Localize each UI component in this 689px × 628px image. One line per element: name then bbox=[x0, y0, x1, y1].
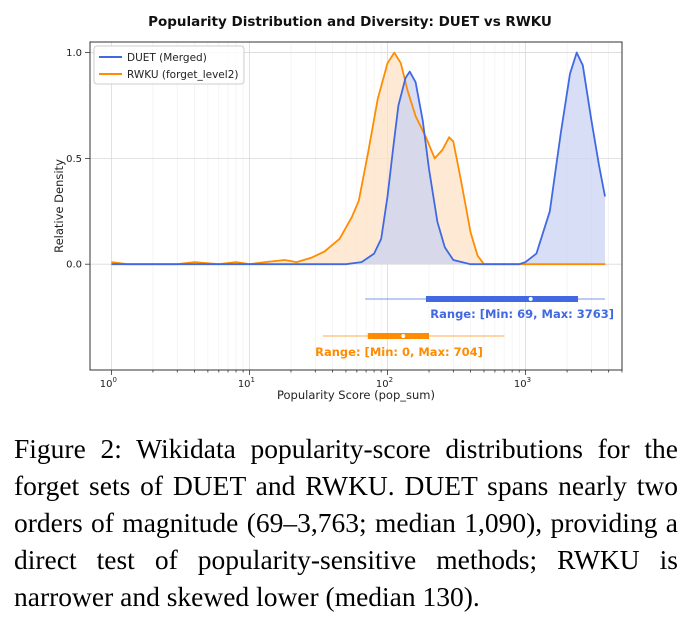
box-iqr-rwku bbox=[367, 333, 430, 339]
x-tick-label: 101 bbox=[238, 376, 255, 390]
x-tick-exponent: 1 bbox=[251, 376, 255, 384]
density-fill-rwku bbox=[111, 52, 606, 265]
range-label-duet: Range: [Min: 69, Max: 3763] bbox=[430, 307, 614, 321]
y-tick-label: 0.0 bbox=[66, 260, 82, 271]
x-tick-exponent: 3 bbox=[527, 376, 531, 384]
density-fill-duet bbox=[111, 52, 606, 265]
range-label-rwku: Range: [Min: 0, Max: 704] bbox=[315, 345, 483, 359]
popularity-chart: Popularity Distribution and Diversity: D… bbox=[52, 14, 623, 402]
density-areas bbox=[111, 51, 606, 266]
legend-label-rwku: RWKU (forget_level2) bbox=[127, 69, 238, 81]
box-median-duet bbox=[527, 296, 534, 302]
x-tick-label: 103 bbox=[514, 376, 531, 390]
y-tick-label: 0.5 bbox=[66, 154, 82, 165]
legend-label-duet: DUET (Merged) bbox=[127, 52, 207, 64]
range-boxplots bbox=[322, 296, 605, 339]
plot-frame bbox=[89, 41, 623, 371]
x-axis-label: Popularity Score (pop_sum) bbox=[277, 388, 435, 402]
legend: DUET (Merged) RWKU (forget_level2) bbox=[93, 45, 245, 85]
x-tick-exponent: 0 bbox=[113, 376, 117, 384]
figure-caption: Figure 2: Wikidata popularity-score dist… bbox=[14, 433, 678, 612]
axes: 0.0 0.5 1.0 100 101 1 0 2 103 bbox=[66, 48, 623, 390]
y-tick-label: 1.0 bbox=[66, 48, 82, 59]
x-tick-exponent: 2 bbox=[389, 376, 393, 384]
density-line-duet bbox=[111, 51, 606, 266]
box-iqr-duet bbox=[425, 296, 578, 302]
y-axis-label: Relative Density bbox=[52, 159, 66, 253]
legend-box bbox=[93, 45, 245, 85]
x-tick-label: 100 bbox=[100, 376, 117, 390]
box-median-rwku bbox=[400, 333, 407, 339]
chart-title: Popularity Distribution and Diversity: D… bbox=[148, 14, 552, 30]
